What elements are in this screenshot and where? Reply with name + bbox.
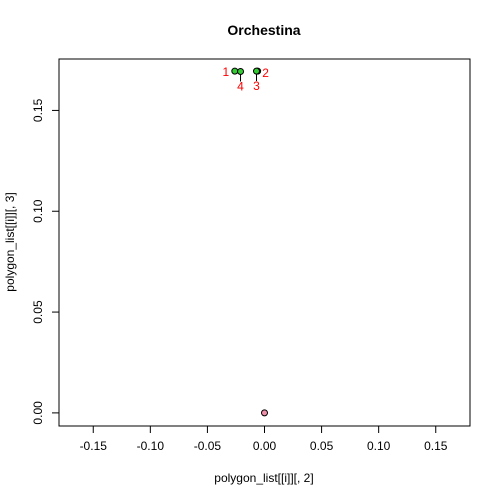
point-label: 1 <box>222 65 229 79</box>
plot-area-frame <box>58 58 471 427</box>
origin-point <box>261 409 268 417</box>
x-axis: -0.15 -0.10 -0.05 0.00 0.05 0.10 0.15 <box>80 425 448 453</box>
y-tick-label: 0.00 <box>31 401 45 425</box>
point-label: 3 <box>253 79 260 93</box>
x-tick-label: 0.00 <box>253 439 277 453</box>
y-tick-label: 0.10 <box>31 199 45 223</box>
x-tick-label: 0.10 <box>367 439 391 453</box>
y-axis-label: polygon_list[[i]][, 3] <box>3 192 17 291</box>
x-tick-label: -0.15 <box>80 439 108 453</box>
polygon-point <box>231 67 239 75</box>
x-tick-label: -0.10 <box>137 439 165 453</box>
point-label: 4 <box>237 80 244 94</box>
x-tick-label: 0.15 <box>424 439 448 453</box>
x-tick-label: 0.05 <box>310 439 334 453</box>
polygon-point <box>237 68 245 76</box>
y-tick-label: 0.15 <box>31 98 45 122</box>
y-tick-label: 0.05 <box>31 300 45 324</box>
x-tick-label: -0.05 <box>194 439 222 453</box>
x-axis-label: polygon_list[[i]][, 2] <box>214 471 313 485</box>
point-label: 2 <box>262 66 269 80</box>
data-points: 1 234 <box>222 65 269 417</box>
polygon-point <box>253 67 261 75</box>
chart-title: Orchestina <box>227 22 300 38</box>
y-axis: 0.00 0.05 0.10 0.15 <box>31 98 60 425</box>
